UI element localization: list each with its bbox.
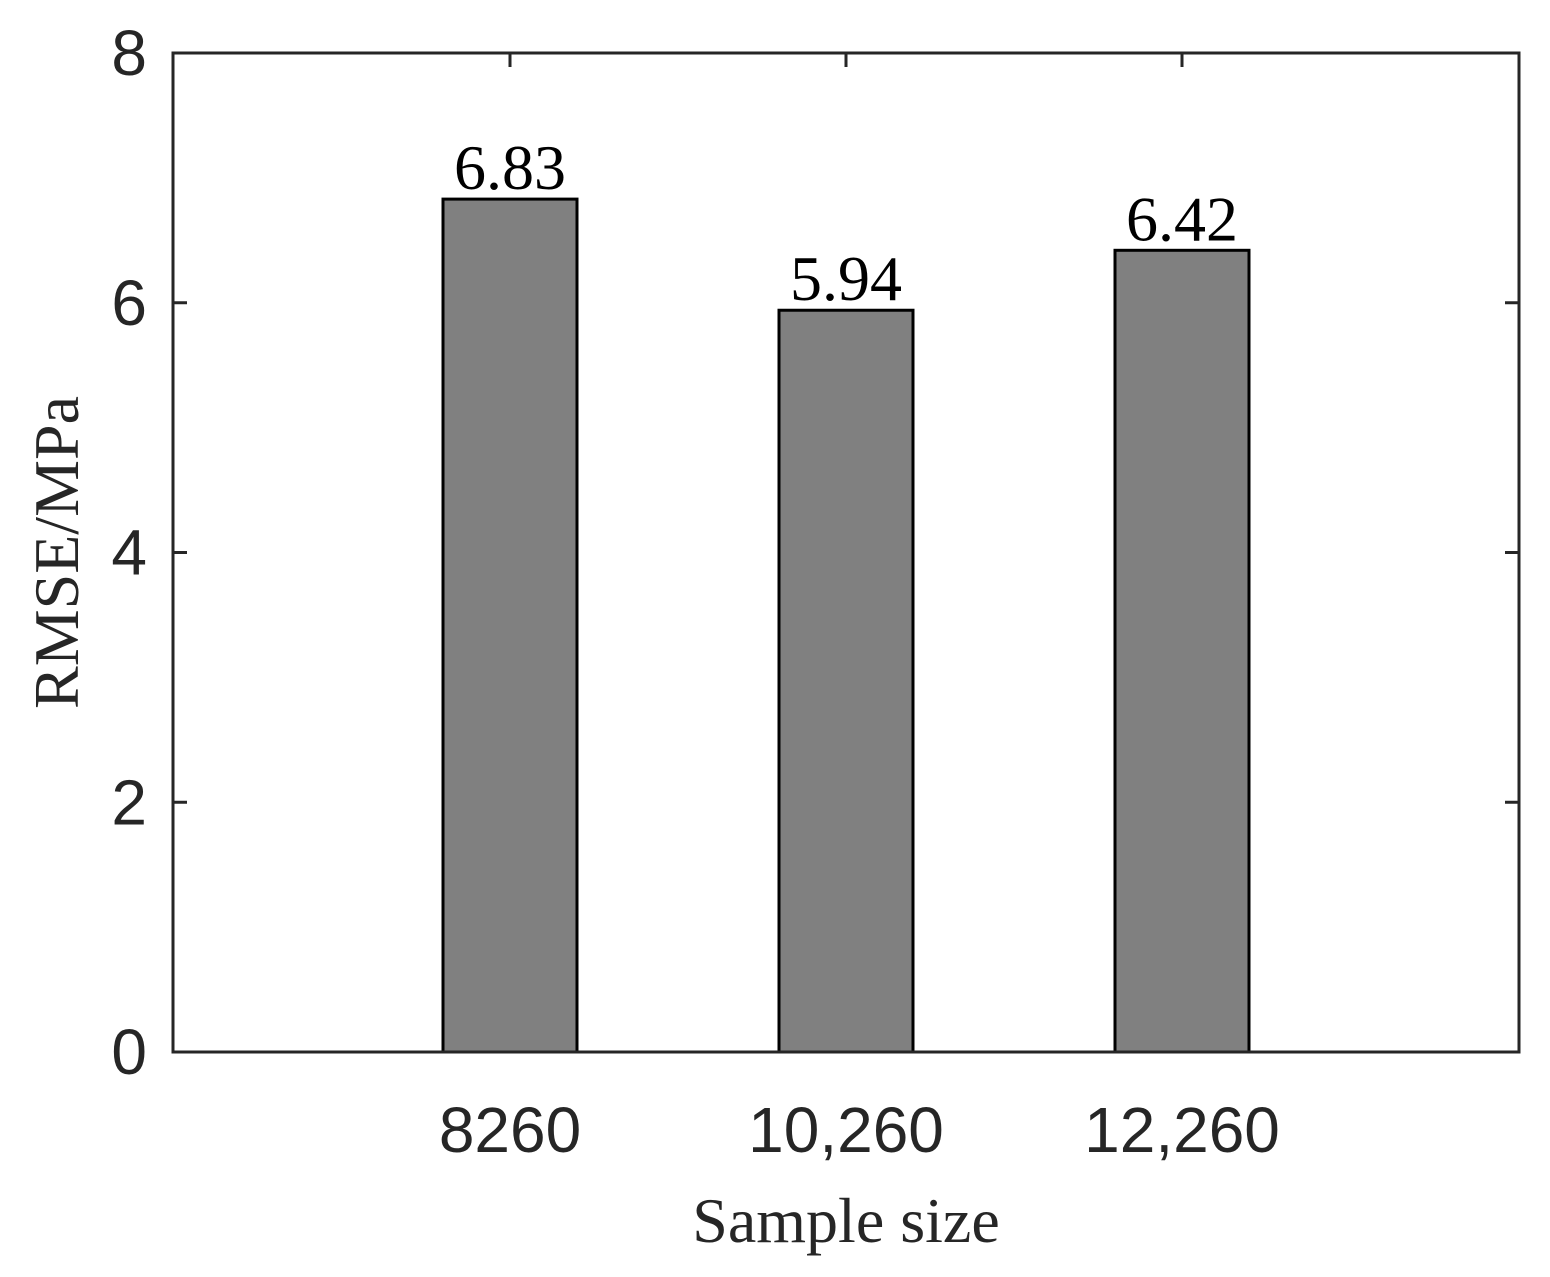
x-tick-label-0: 8260 bbox=[439, 1094, 581, 1166]
bar-2 bbox=[777, 308, 915, 1054]
labels-group: 6.83 5.94 6.42 0 2 4 6 8 8260 10,260 12,260 bbox=[111, 17, 1279, 1166]
ticks-group bbox=[173, 53, 1519, 804]
bar-value-label-3: 6.42 bbox=[1126, 183, 1238, 254]
y-tick-label-4: 8 bbox=[111, 17, 147, 89]
bars-group bbox=[441, 197, 1251, 1054]
bar-value-label-2: 5.94 bbox=[790, 243, 902, 314]
bar-1 bbox=[441, 197, 579, 1054]
x-axis-title: Sample size bbox=[692, 1185, 999, 1256]
plot-frame bbox=[171, 51, 1521, 1054]
y-tick-label-3: 6 bbox=[111, 267, 147, 339]
y-tick-label-0: 0 bbox=[111, 1016, 147, 1088]
bar-value-label-1: 6.83 bbox=[454, 132, 566, 203]
y-axis-title: RMSE/MPa bbox=[21, 396, 92, 709]
y-tick-label-2: 4 bbox=[111, 517, 147, 589]
bar-3 bbox=[1113, 248, 1251, 1054]
y-tick-label-1: 2 bbox=[111, 766, 147, 838]
x-tick-label-2: 12,260 bbox=[1084, 1094, 1280, 1166]
x-tick-label-1: 10,260 bbox=[748, 1094, 944, 1166]
